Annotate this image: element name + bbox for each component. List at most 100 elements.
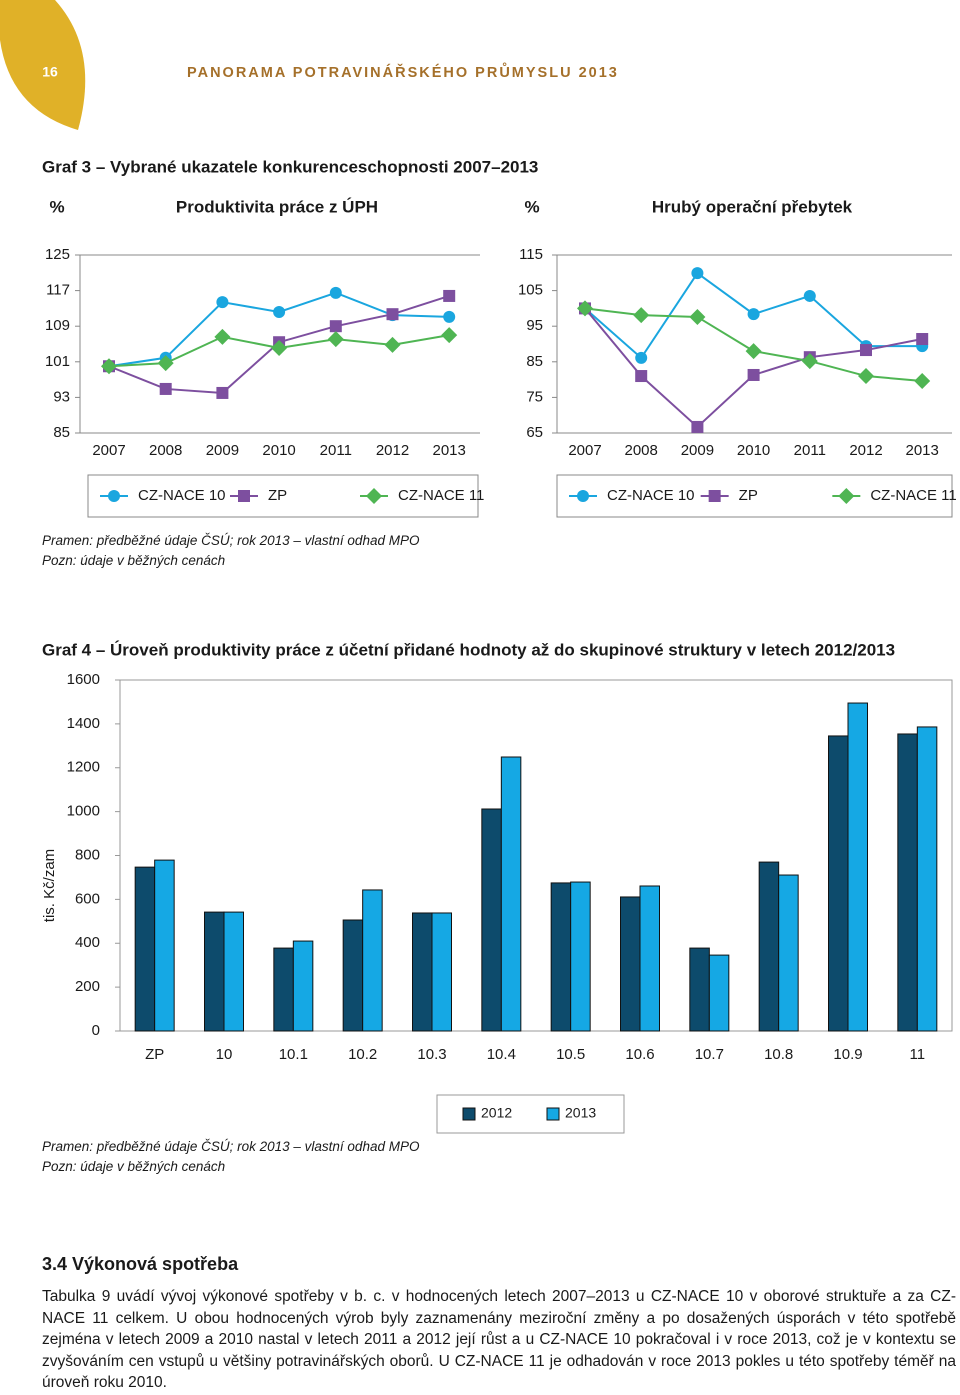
- bar: [431, 912, 452, 1032]
- y-tick-label: 125: [45, 246, 70, 263]
- section-heading: 3.4 Výkonová spotřeba: [42, 1254, 239, 1274]
- y-tick-label: 200: [75, 978, 100, 995]
- bar: [481, 808, 502, 1032]
- marker: [386, 308, 399, 321]
- x-tick-label: 2010: [262, 442, 295, 459]
- marker: [635, 370, 648, 383]
- x-tick-label: 2013: [906, 442, 939, 459]
- marker: [708, 490, 721, 502]
- bar: [639, 885, 660, 1032]
- legend-label: CZ-NACE 11: [398, 487, 484, 504]
- bar: [273, 947, 294, 1032]
- y-tick-label: 117: [46, 282, 70, 299]
- bar: [412, 912, 433, 1032]
- x-tick-label: 10.3: [417, 1046, 446, 1063]
- x-tick-label: 2010: [737, 442, 770, 459]
- marker: [271, 340, 288, 357]
- y-axis-unit: %: [49, 197, 64, 216]
- marker: [860, 344, 872, 357]
- marker: [273, 305, 286, 318]
- marker: [577, 490, 589, 502]
- figure-title: Graf 3 – Vybrané ukazatele konkurencesch…: [42, 157, 538, 176]
- page-number: 16: [42, 64, 58, 80]
- legend-label: ZP: [739, 487, 758, 504]
- running-title: PANORAMA POTRAVINÁŘSKÉHO PRŮMYSLU 2013: [187, 62, 619, 81]
- marker: [838, 488, 855, 504]
- source-notes: Pramen: předběžné údaje ČSÚ; rok 2013 – …: [42, 531, 419, 571]
- marker: [916, 333, 929, 346]
- y-tick-label: 109: [45, 317, 70, 334]
- x-tick-label: 2008: [625, 442, 658, 459]
- note: Pozn: údaje v běžných cenách: [42, 553, 226, 568]
- y-tick-label: 1200: [67, 759, 100, 776]
- page-corner-leaf: [0, 0, 86, 130]
- marker: [159, 382, 172, 395]
- marker: [803, 289, 816, 302]
- legend-label: 2012: [481, 1105, 512, 1121]
- bar: [689, 947, 710, 1032]
- x-tick-label: 10.7: [695, 1046, 724, 1063]
- bar: [828, 735, 849, 1032]
- bar: [550, 882, 572, 1032]
- marker: [216, 386, 229, 399]
- chart-title: Hrubý operační přebytek: [652, 197, 853, 216]
- bar: [778, 874, 799, 1032]
- marker: [443, 289, 456, 302]
- bar: [500, 756, 522, 1032]
- marker: [108, 490, 120, 502]
- x-tick-label: 10.2: [348, 1046, 377, 1063]
- marker: [214, 328, 231, 345]
- marker: [441, 327, 458, 344]
- marker: [157, 355, 174, 372]
- y-tick-label: 800: [75, 846, 100, 863]
- legend-label: CZ-NACE 10: [607, 487, 695, 504]
- legend-label: 2013: [565, 1105, 596, 1121]
- x-tick-label: 2007: [92, 442, 125, 459]
- y-tick-label: 1600: [67, 671, 100, 688]
- marker: [747, 308, 760, 321]
- marker: [443, 310, 456, 323]
- legend-box: [556, 474, 953, 518]
- marker: [384, 336, 401, 353]
- marker: [745, 343, 762, 360]
- marker: [635, 351, 648, 364]
- bar: [342, 919, 364, 1032]
- marker: [327, 331, 344, 348]
- note: Pramen: předběžné údaje ČSÚ; rok 2013 – …: [42, 1139, 420, 1154]
- y-tick-label: 95: [526, 317, 543, 334]
- legend-box: [87, 474, 479, 518]
- x-tick-label: ZP: [145, 1046, 164, 1063]
- marker: [633, 307, 650, 324]
- marker: [691, 267, 704, 280]
- legend-label: ZP: [268, 487, 287, 504]
- marker: [329, 286, 342, 299]
- y-tick-label: 101: [45, 353, 70, 370]
- x-tick-label: 10.5: [556, 1046, 585, 1063]
- x-tick-label: 2009: [206, 442, 239, 459]
- bar: [134, 866, 156, 1032]
- bar: [362, 889, 383, 1032]
- y-tick-label: 115: [519, 246, 543, 263]
- marker: [858, 368, 874, 385]
- series-line: [584, 307, 923, 429]
- y-tick-label: 400: [75, 934, 100, 951]
- bar: [897, 733, 918, 1032]
- marker: [914, 373, 931, 390]
- bar: [154, 859, 175, 1032]
- marker: [366, 488, 382, 504]
- x-tick-label: 10.9: [833, 1046, 862, 1063]
- legend-label: CZ-NACE 11: [870, 487, 956, 504]
- note: Pramen: předběžné údaje ČSÚ; rok 2013 – …: [42, 533, 420, 548]
- y-tick-label: 85: [53, 424, 70, 441]
- y-axis-unit: %: [524, 197, 539, 216]
- bar: [204, 911, 225, 1032]
- bar: [758, 861, 780, 1032]
- note: Pozn: údaje v běžných cenách: [42, 1159, 226, 1174]
- bar: [916, 726, 938, 1032]
- x-tick-label: 10.4: [487, 1046, 516, 1063]
- marker: [577, 300, 593, 317]
- y-tick-label: 1000: [67, 803, 100, 820]
- legend-swatch: [462, 1107, 476, 1121]
- y-tick-label: 75: [526, 388, 543, 405]
